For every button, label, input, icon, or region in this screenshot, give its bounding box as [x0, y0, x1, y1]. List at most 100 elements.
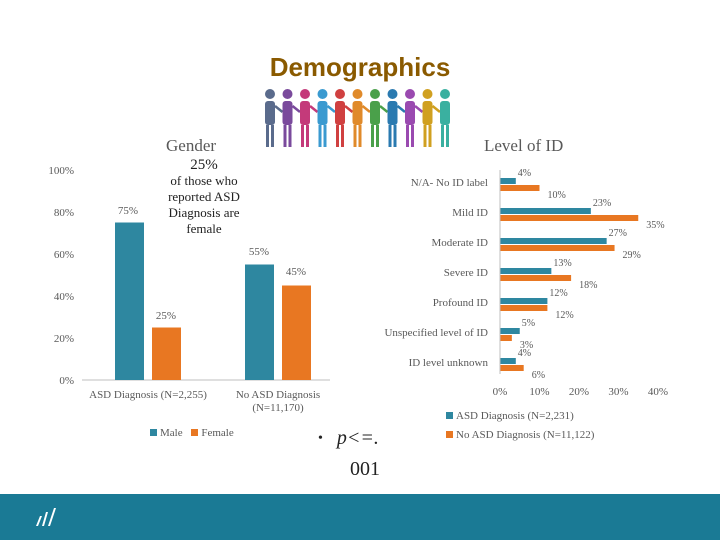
data-label: 4% — [518, 168, 531, 179]
category-label: Mild ID — [452, 207, 488, 219]
person-arm — [361, 105, 371, 113]
person-leg — [411, 125, 414, 147]
person-leg — [288, 125, 292, 147]
category-label: ASD Diagnosis (N=2,255) — [89, 389, 207, 401]
data-label: 25% — [156, 310, 176, 322]
person-leg — [336, 125, 339, 147]
person-leg — [318, 125, 322, 147]
data-label: 13% — [553, 258, 571, 269]
data-label: 75% — [118, 205, 138, 217]
bar-asd — [500, 238, 607, 244]
people-holding-hands-icon — [265, 89, 450, 147]
data-label: 6% — [532, 370, 545, 381]
bar-no-asd — [500, 275, 572, 281]
person-head — [265, 89, 275, 99]
category-label: Unspecified level of ID — [384, 327, 488, 339]
person-body — [422, 101, 433, 125]
p-value-text: p<=. — [336, 427, 379, 449]
bar-female — [152, 327, 181, 380]
person-leg — [323, 125, 327, 147]
x-tick-label: 40% — [648, 386, 668, 398]
data-label: 12% — [549, 288, 567, 299]
person-arm — [291, 105, 301, 113]
bullet: • — [318, 431, 323, 446]
person-leg — [371, 125, 374, 147]
gender-legend: Male Female — [150, 427, 234, 439]
person-arm — [274, 105, 284, 113]
y-tick-label: 40% — [54, 291, 74, 303]
bar-asd — [500, 178, 516, 184]
person-leg — [306, 125, 309, 147]
person-head — [317, 89, 328, 99]
person-leg — [358, 125, 362, 147]
y-tick-label: 100% — [48, 165, 74, 177]
callout-line-4: female — [186, 221, 222, 236]
female-callout: 25% of those who reported ASD Diagnosis … — [148, 157, 260, 237]
x-tick-label: 30% — [608, 386, 628, 398]
brand-logo-icon — [36, 508, 56, 526]
person-arm — [379, 105, 389, 113]
y-tick-label: 0% — [59, 375, 74, 387]
legend-asd: ASD Diagnosis (N=2,231) — [446, 407, 594, 426]
person-leg — [406, 125, 409, 147]
person-leg — [283, 125, 287, 147]
person-leg — [266, 125, 269, 147]
person-leg — [341, 125, 344, 147]
category-label: Severe ID — [444, 267, 488, 279]
y-tick-label: 60% — [54, 249, 74, 261]
bar-male — [115, 222, 144, 380]
y-tick-label: 80% — [54, 207, 74, 219]
person-arm — [326, 105, 336, 113]
person-body — [440, 101, 450, 125]
person-head — [440, 89, 450, 99]
slide-title: Demographics — [269, 52, 451, 82]
data-label: 35% — [646, 220, 664, 231]
person-head — [387, 89, 398, 99]
person-body — [352, 101, 363, 125]
person-body — [405, 101, 415, 125]
legend-male: Male — [150, 427, 183, 439]
bar-male — [245, 264, 274, 380]
callout-line-1: of those who — [170, 173, 238, 188]
footer-bar — [0, 494, 720, 540]
person-leg — [271, 125, 274, 147]
x-tick-label: 20% — [569, 386, 589, 398]
bar-asd — [500, 268, 552, 274]
person-arm — [344, 105, 354, 113]
bar-female — [282, 285, 311, 380]
person-arm — [414, 105, 424, 113]
data-label: 27% — [609, 228, 627, 239]
person-body — [300, 101, 310, 125]
person-leg — [423, 125, 427, 147]
category-label: (N=11,170) — [252, 402, 304, 414]
person-leg — [393, 125, 397, 147]
data-label: 18% — [579, 280, 597, 291]
data-label: 5% — [522, 318, 535, 329]
data-label: 29% — [623, 250, 641, 261]
person-leg — [376, 125, 379, 147]
legend-no-asd: No ASD Diagnosis (N=11,122) — [446, 426, 594, 445]
person-leg — [446, 125, 449, 147]
y-tick-label: 20% — [54, 333, 74, 345]
person-head — [300, 89, 310, 99]
person-leg — [353, 125, 357, 147]
category-label: Profound ID — [433, 297, 488, 309]
bar-asd — [500, 208, 591, 214]
category-label: N/A- No ID label — [411, 177, 488, 189]
data-label: 55% — [249, 246, 269, 258]
person-leg — [428, 125, 432, 147]
data-label: 12% — [555, 310, 573, 321]
bar-asd — [500, 328, 520, 334]
person-head — [422, 89, 433, 99]
p-value-note: • p<=. 001 — [318, 424, 380, 484]
category-label: Moderate ID — [431, 237, 488, 249]
person-body — [370, 101, 380, 125]
callout-line-2: reported ASD — [168, 189, 240, 204]
category-label: ID level unknown — [409, 357, 489, 369]
person-arm — [431, 105, 441, 113]
person-leg — [441, 125, 444, 147]
level-of-id-chart: N/A- No ID label 4% 10% Mild ID 23% 35% Modera… — [384, 168, 668, 398]
person-arm — [396, 105, 406, 113]
legend-female: Female — [191, 427, 234, 439]
bar-no-asd — [500, 185, 540, 191]
